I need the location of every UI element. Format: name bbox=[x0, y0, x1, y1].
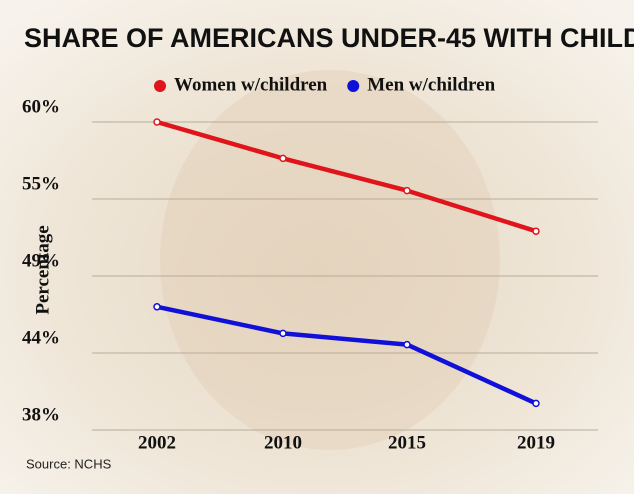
data-point bbox=[532, 399, 540, 408]
chart-title: SHARE OF AMERICANS UNDER-45 WITH CHILDRE… bbox=[24, 23, 634, 53]
x-tick-label: 2010 bbox=[264, 432, 302, 453]
photo-shade bbox=[160, 70, 500, 450]
legend-marker bbox=[347, 80, 360, 92]
y-tick-label: 38% bbox=[22, 404, 60, 425]
y-tick-label: 49% bbox=[22, 250, 60, 271]
y-axis-label: Percentage bbox=[32, 225, 53, 314]
y-tick-label: 60% bbox=[22, 96, 60, 117]
y-tick-label: 55% bbox=[22, 173, 60, 194]
data-point bbox=[279, 329, 287, 338]
source: Source: NCHS bbox=[26, 456, 112, 471]
data-point bbox=[153, 303, 161, 311]
data-point bbox=[153, 118, 161, 126]
x-tick-label: 2019 bbox=[517, 432, 555, 453]
data-point bbox=[532, 227, 540, 235]
data-point bbox=[279, 154, 287, 163]
x-tick-label: 2015 bbox=[388, 432, 426, 453]
legend-label: Men w/children bbox=[367, 74, 495, 95]
legend-label: Women w/children bbox=[174, 74, 328, 95]
legend-marker bbox=[154, 80, 166, 92]
data-point bbox=[403, 340, 411, 349]
x-tick-label: 2002 bbox=[138, 432, 176, 453]
data-point bbox=[403, 186, 411, 195]
series-line bbox=[154, 304, 539, 406]
y-tick-label: 44% bbox=[22, 327, 60, 348]
series-line bbox=[154, 119, 539, 234]
